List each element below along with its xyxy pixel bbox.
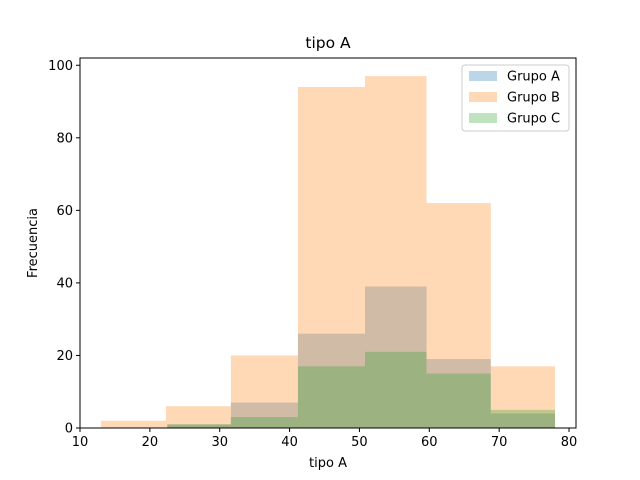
x-tick-label: 70 <box>491 435 508 450</box>
x-axis: 10 20 30 40 50 60 70 80 <box>72 428 578 450</box>
x-tick-label: 40 <box>281 435 298 450</box>
y-tick-label: 80 <box>56 131 73 146</box>
bar-series-1-bin-3 <box>297 333 366 428</box>
bar-series-1-bin-1 <box>167 424 231 428</box>
chart-title: tipo A <box>305 34 351 52</box>
bar-series-2-bin-6 <box>426 203 491 428</box>
x-tick-label: 50 <box>351 435 368 450</box>
bar-series-2-bin-7 <box>490 366 556 428</box>
plot-frame <box>79 57 577 429</box>
bar-series-3-bin-4 <box>365 351 427 428</box>
y-axis: 0 20 40 60 80 100 <box>48 59 80 437</box>
legend-swatch <box>469 113 497 123</box>
legend-swatch <box>469 71 497 81</box>
bar-series-1-bin-4 <box>365 286 427 428</box>
y-tick-label: 0 <box>65 422 73 437</box>
y-axis-title: Frecuencia <box>26 208 41 278</box>
bar-series-3-bin-1 <box>167 424 231 428</box>
legend-label: Grupo B <box>507 91 560 106</box>
x-tick-label: 60 <box>421 435 438 450</box>
bars-layer <box>100 76 556 429</box>
x-axis-title: tipo A <box>309 456 347 471</box>
legend-swatch <box>469 92 497 102</box>
legend: Grupo A Grupo B Grupo C <box>461 64 570 132</box>
x-tick-label: 20 <box>142 435 159 450</box>
bar-series-3-bin-5 <box>426 373 491 428</box>
bar-series-3-bin-2 <box>230 417 298 428</box>
y-tick-label: 40 <box>56 276 73 291</box>
x-tick-label: 80 <box>561 435 578 450</box>
y-tick-label: 20 <box>56 349 73 364</box>
bar-series-1-bin-6 <box>490 413 556 428</box>
legend-box <box>461 64 570 132</box>
x-tick-label: 10 <box>72 435 89 450</box>
bar-series-2-bin-2 <box>165 406 231 428</box>
bar-series-1-bin-5 <box>426 359 491 428</box>
bar-series-2-bin-3 <box>230 355 298 428</box>
x-tick-label: 30 <box>211 435 228 450</box>
bar-series-2-bin-1 <box>100 420 166 428</box>
y-tick-label: 60 <box>56 204 73 219</box>
legend-label: Grupo A <box>507 70 560 85</box>
bar-series-1-bin-2 <box>230 402 298 428</box>
bar-series-3-bin-3 <box>297 366 366 428</box>
bar-series-3-bin-6 <box>490 409 556 428</box>
legend-label: Grupo C <box>507 112 560 127</box>
y-tick-label: 100 <box>48 59 73 74</box>
bar-series-2-bin-4 <box>297 87 366 429</box>
bar-series-2-bin-5 <box>365 76 427 428</box>
